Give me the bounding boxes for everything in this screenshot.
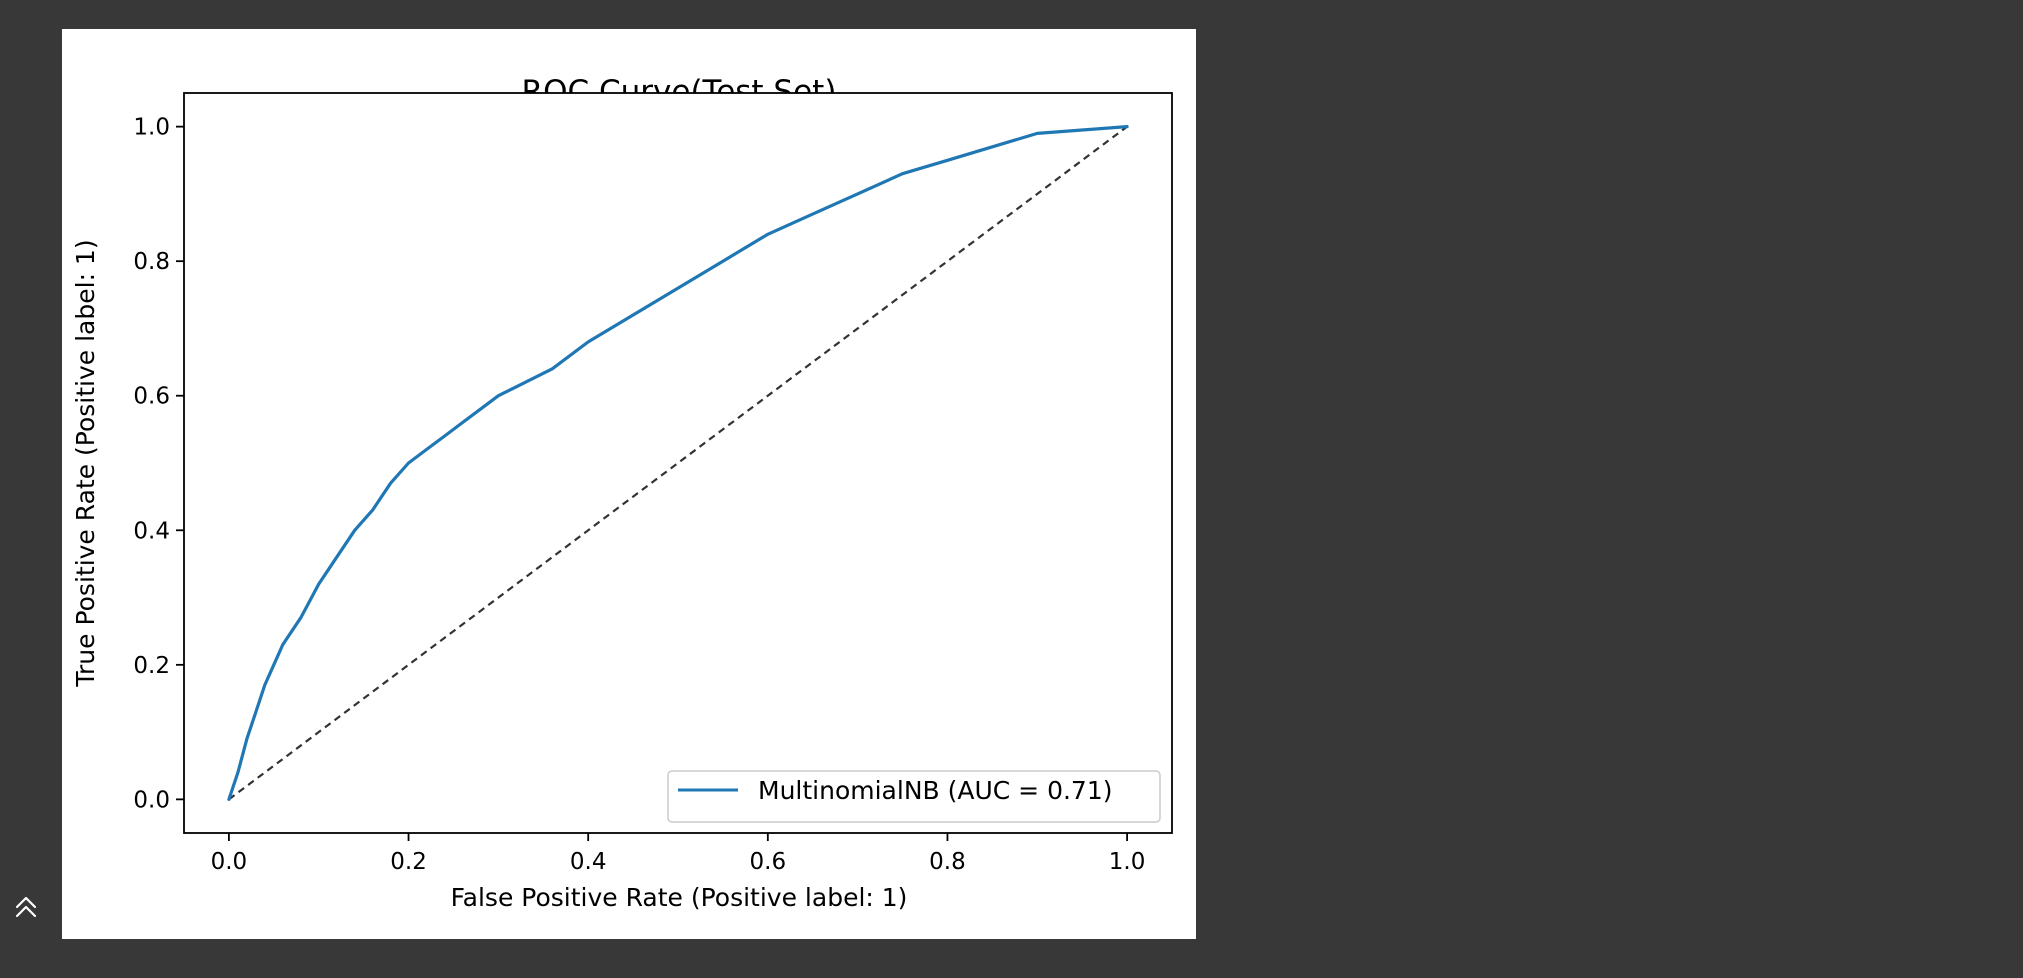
x-axis-label: False Positive Rate (Positive label: 1) [451,883,908,912]
y-tick-label: 0.4 [133,518,170,544]
legend: MultinomialNB (AUC = 0.71) [667,770,1161,823]
y-tick-label: 0.8 [133,249,170,275]
x-tick-label: 1.0 [1109,849,1146,875]
x-tick-label: 0.0 [211,849,248,875]
x-tick-label: 0.6 [750,849,787,875]
y-tick-label: 0.0 [133,787,170,813]
chevron-double-up-icon-glyph [15,896,37,918]
y-tick-label: 0.2 [133,653,170,679]
series-line-0 [227,124,1129,802]
x-tick-label: 0.8 [929,849,966,875]
plot-frame [183,92,1173,834]
y-tick-label: 1.0 [133,115,170,141]
x-tick-label: 0.2 [390,849,427,875]
y-tick-label: 0.6 [133,384,170,410]
chevron-double-up-icon[interactable] [10,890,42,922]
roc-chart: ROC Curve(Test Set) 0.0 0.2 0.4 0.6 0.8 1.0 0… [71,74,1173,912]
x-tick-label: 0.4 [570,849,607,875]
legend-box [667,770,1161,823]
legend-label: MultinomialNB (AUC = 0.71) [758,776,1112,805]
figure-panel: ROC Curve(Test Set) 0.0 0.2 0.4 0.6 0.8 1.0 0… [62,29,1196,939]
y-axis-label: True Positive Rate (Positive label: 1) [71,239,100,687]
